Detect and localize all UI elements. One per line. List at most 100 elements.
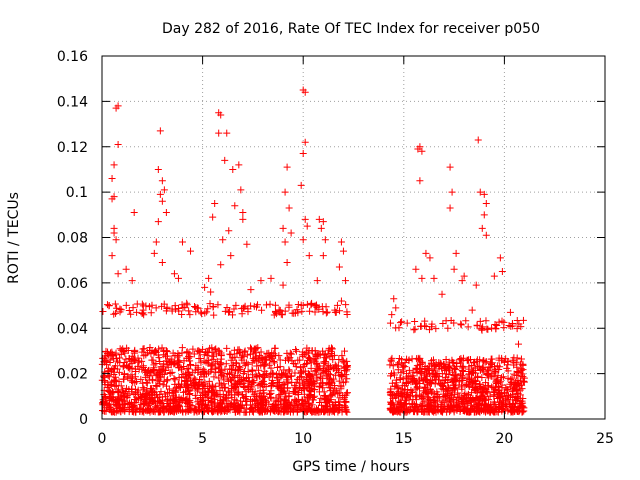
data-point: [120, 397, 128, 405]
data-point: [113, 304, 121, 312]
data-point: [438, 382, 446, 390]
data-point: [223, 129, 231, 137]
data-point: [484, 325, 492, 333]
data-point: [204, 382, 212, 390]
data-point: [388, 311, 396, 319]
data-point: [343, 389, 351, 397]
data-point: [503, 402, 511, 410]
data-point: [295, 390, 303, 398]
data-point: [458, 385, 466, 393]
data-point: [496, 254, 504, 262]
data-point: [482, 396, 490, 404]
data-point: [175, 394, 183, 402]
data-point: [314, 351, 322, 359]
data-point: [431, 407, 439, 415]
data-point: [248, 377, 256, 385]
data-point: [221, 383, 229, 391]
data-point: [240, 359, 248, 367]
data-point: [400, 404, 408, 412]
y-tick-label: 0.12: [57, 140, 88, 156]
data-point: [178, 310, 186, 318]
data-point: [221, 365, 229, 373]
data-point: [276, 306, 284, 314]
data-point: [156, 380, 164, 388]
data-point: [426, 254, 434, 262]
data-point: [179, 388, 187, 396]
data-point: [466, 370, 474, 378]
data-point: [271, 301, 279, 309]
data-point: [505, 321, 513, 329]
data-point: [142, 395, 150, 403]
data-point: [293, 407, 301, 415]
data-point: [513, 381, 521, 389]
data-point: [238, 310, 246, 318]
data-point: [339, 247, 347, 255]
data-point: [423, 365, 431, 373]
data-point: [220, 380, 228, 388]
data-point: [197, 370, 205, 378]
data-point: [160, 300, 168, 308]
data-point: [482, 379, 490, 387]
data-point: [247, 345, 255, 353]
data-point: [168, 307, 176, 315]
data-point: [228, 382, 236, 390]
data-point: [342, 301, 350, 309]
data-point: [136, 407, 144, 415]
data-point: [158, 344, 166, 352]
data-point: [503, 391, 511, 399]
data-point: [107, 390, 115, 398]
data-point: [321, 394, 329, 402]
data-point: [103, 400, 111, 408]
data-point: [159, 363, 167, 371]
y-tick-label: 0.04: [57, 321, 88, 337]
data-point: [241, 367, 249, 375]
data-point: [128, 385, 136, 393]
data-point: [247, 286, 255, 294]
data-point: [205, 388, 213, 396]
data-point: [186, 311, 194, 319]
data-point: [249, 367, 257, 375]
data-point: [301, 88, 309, 96]
y-tick-label: 0.1: [66, 185, 88, 201]
data-point: [217, 404, 225, 412]
data-point: [519, 373, 527, 381]
data-point: [440, 396, 448, 404]
data-point: [144, 401, 152, 409]
y-tick-label: 0.06: [57, 276, 88, 292]
data-point: [516, 404, 524, 412]
data-point: [205, 407, 212, 415]
data-point: [343, 389, 351, 397]
data-point: [131, 395, 139, 403]
data-point: [152, 359, 160, 367]
data-point: [468, 389, 476, 397]
data-point: [490, 391, 498, 399]
data-point: [428, 320, 436, 328]
data-point: [476, 188, 484, 196]
data-point: [307, 300, 315, 308]
data-point: [321, 236, 329, 244]
data-point: [288, 378, 296, 386]
data-point: [421, 317, 429, 325]
data-point: [214, 347, 222, 355]
data-point: [155, 354, 163, 362]
data-point: [112, 236, 120, 244]
data-point: [323, 308, 331, 316]
data-point: [326, 393, 334, 401]
data-point: [125, 363, 133, 371]
data-point: [239, 209, 247, 217]
data-point: [189, 379, 197, 387]
data-point: [163, 361, 171, 369]
data-point: [313, 277, 321, 285]
data-point: [169, 387, 177, 395]
data-point: [186, 361, 194, 369]
data-point: [262, 403, 270, 411]
data-point: [333, 364, 341, 372]
data-point: [494, 372, 502, 380]
data-point: [281, 307, 289, 315]
data-point: [410, 326, 418, 334]
data-point: [466, 405, 474, 413]
data-point: [484, 407, 492, 415]
data-point: [331, 398, 339, 406]
data-point: [338, 352, 346, 360]
data-point: [431, 373, 439, 381]
